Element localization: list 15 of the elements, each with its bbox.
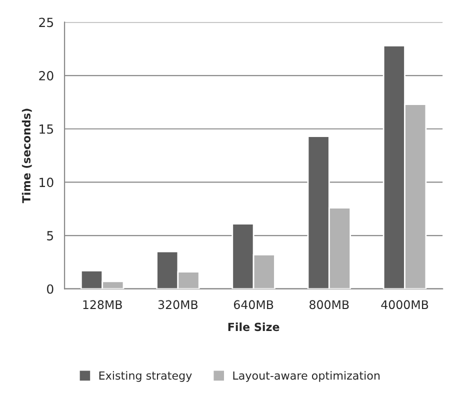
x-axis-title: File Size bbox=[228, 322, 280, 332]
y-axis-title: Time (seconds) bbox=[22, 108, 32, 204]
y-tick-label: 10 bbox=[40, 178, 54, 188]
y-tick-label: 20 bbox=[39, 71, 54, 80]
x-tick-label: 128MB bbox=[83, 300, 122, 310]
y-tick-label: 25 bbox=[39, 18, 54, 28]
x-tick-label: 800MB bbox=[310, 300, 349, 310]
legend-label: Existing strategy bbox=[99, 371, 192, 382]
legend-label: Layout-aware optimization bbox=[233, 371, 380, 382]
x-tick-label: 320MB bbox=[158, 300, 198, 310]
y-tick-label: 5 bbox=[47, 231, 54, 240]
x-tick-label: 4000MB bbox=[381, 300, 428, 310]
x-tick-label: 640MB bbox=[234, 300, 274, 310]
y-tick-label: 15 bbox=[40, 124, 54, 134]
y-tick-label: 0 bbox=[46, 284, 54, 294]
